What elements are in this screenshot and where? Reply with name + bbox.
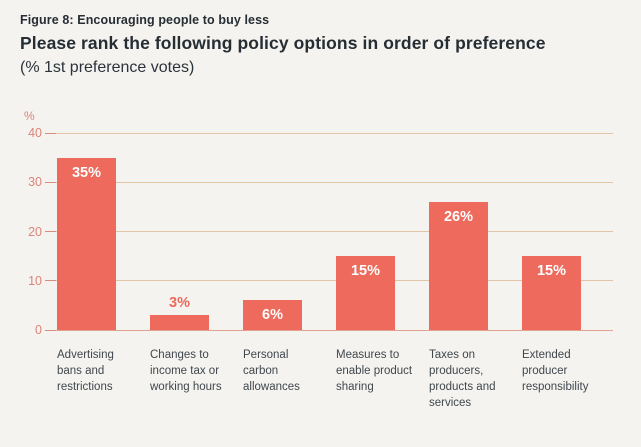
x-axis-label-6: Extended producer responsibility (522, 349, 589, 393)
figure-label: Figure 8: Encouraging people to buy less (20, 13, 270, 27)
plot-area: 0 10 20 30 40 35% 3% 6% 15% 26% 15% (28, 127, 613, 336)
y-tick-10 (45, 280, 56, 282)
bar-3: 6% (243, 300, 302, 330)
gridline-40 (46, 132, 613, 134)
y-tick-label-40: 40 (28, 125, 42, 140)
bar-value-label-1: 35% (71, 165, 102, 181)
y-tick-20 (45, 231, 56, 232)
y-tick-40 (45, 132, 56, 134)
y-tick-label-10: 10 (28, 273, 42, 288)
gridline-10 (46, 280, 613, 282)
bar-value-label-6: 15% (536, 263, 567, 279)
y-tick-label-20: 20 (28, 224, 42, 239)
bar-value-label-2: 3% (169, 295, 190, 311)
gridline-20 (46, 231, 613, 232)
x-axis-label-2: Changes to income tax or working hours (150, 349, 222, 393)
x-axis-label-3: Personal carbon allowances (243, 349, 300, 393)
bar-2: 3% (150, 295, 209, 330)
x-axis-label-5: Taxes on producers, products and services (429, 349, 496, 409)
y-tick-label-0: 0 (35, 322, 42, 337)
gridline-30 (46, 181, 613, 183)
y-tick-label-30: 30 (28, 175, 42, 189)
y-tick-30 (45, 181, 56, 183)
y-axis-title: % (24, 109, 35, 123)
gridline-0 (46, 329, 613, 331)
y-tick-0 (45, 329, 56, 331)
bar-6: 15% (522, 256, 581, 330)
chart-title: Please rank the following policy options… (20, 33, 546, 53)
bar-1: 35% (57, 158, 116, 330)
bar-value-label-4: 15% (350, 263, 381, 279)
bar-value-label-5: 26% (443, 209, 474, 225)
chart-subtitle: (% 1st preference votes) (20, 59, 195, 76)
bar-5: 26% (429, 202, 488, 330)
x-axis-label-4: Measures to enable product sharing (336, 349, 413, 393)
bar-4: 15% (336, 256, 395, 330)
bar-value-label-3: 6% (262, 307, 283, 323)
x-axis-label-1: Advertising bans and restrictions (57, 349, 114, 393)
